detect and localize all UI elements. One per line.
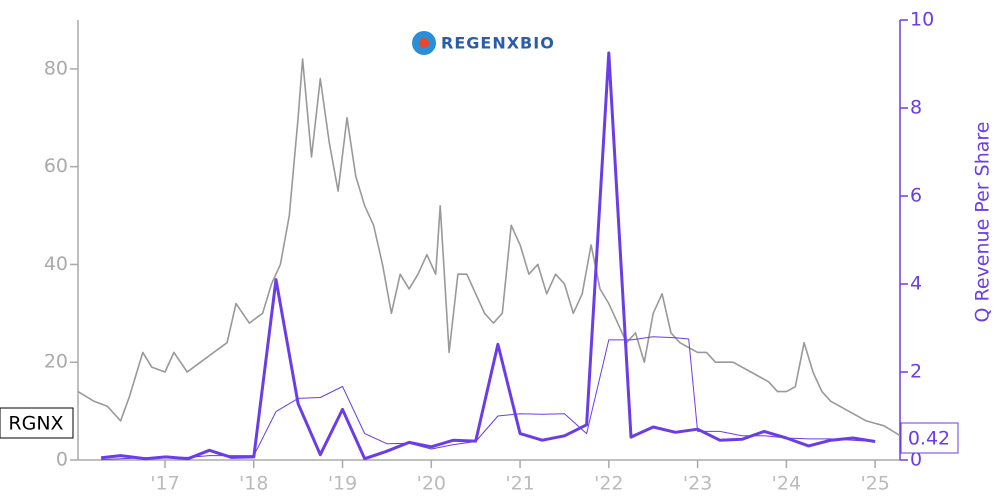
x-tick-label: '20 (417, 473, 446, 495)
x-tick-label: '23 (683, 473, 712, 495)
x-tick-label: '17 (150, 473, 179, 495)
series-line (77, 58, 901, 437)
value-label: 0.42 (908, 428, 950, 450)
y-tick-label: 20 (44, 351, 68, 373)
value-label-box (900, 422, 959, 454)
series-line (101, 336, 876, 461)
x-tick-label: '25 (860, 473, 889, 495)
y2-tick-label: 6 (910, 185, 922, 207)
series-label-box (0, 407, 74, 439)
y-tick-label: 40 (44, 253, 68, 275)
y2-tick-label: 0 (910, 449, 922, 471)
logo-icon-core (419, 38, 429, 48)
x-tick-label: '24 (772, 473, 801, 495)
y-tick-label: 80 (44, 57, 68, 79)
y-tick-label: 60 (44, 155, 68, 177)
x-tick-label: '19 (328, 473, 357, 495)
y2-tick-label: 8 (910, 97, 922, 119)
logo-text: REGENXBIO (441, 34, 555, 53)
x-tick-label: '22 (594, 473, 623, 495)
x-tick-label: '21 (505, 473, 534, 495)
x-tick-label: '18 (239, 473, 268, 495)
y2-tick-label: 2 (910, 361, 922, 383)
y2-tick-label: 4 (910, 273, 922, 295)
y2-axis-title: Q Revenue Per Share (972, 122, 994, 323)
series-label: RGNX (8, 413, 63, 435)
series-line (100, 51, 876, 461)
y-tick-label: 0 (56, 449, 68, 471)
logo: REGENXBIO (412, 31, 555, 55)
y2-tick-label: 10 (910, 9, 934, 31)
